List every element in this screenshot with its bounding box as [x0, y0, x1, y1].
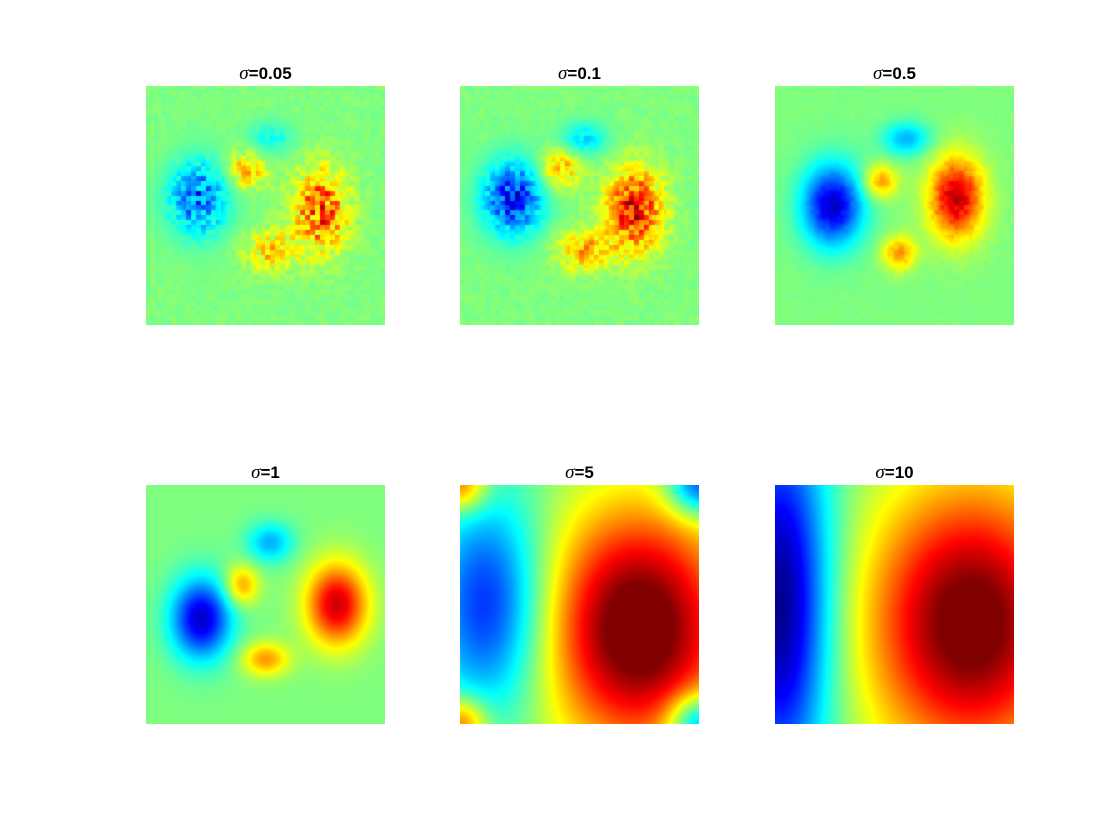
heatmap-image [460, 86, 699, 325]
sigma-symbol: σ [875, 462, 885, 483]
subplot-title: σ=0.5 [775, 62, 1014, 86]
sigma-value: =10 [884, 463, 914, 482]
sigma-value: =1 [260, 463, 280, 482]
sigma-symbol: σ [558, 63, 568, 84]
subplot-title: σ=0.05 [146, 62, 385, 86]
heatmap-image [146, 86, 385, 325]
sigma-value: =0.05 [248, 64, 292, 83]
heatmap-image [775, 485, 1014, 724]
sigma-value: =0.1 [567, 64, 601, 83]
heatmap-image [146, 485, 385, 724]
sigma-value: =5 [574, 463, 594, 482]
subplot-title: σ=10 [775, 461, 1014, 485]
heatmap-image [775, 86, 1014, 325]
sigma-value: =0.5 [882, 64, 916, 83]
sigma-symbol: σ [565, 462, 575, 483]
sigma-symbol: σ [239, 63, 249, 84]
subplot-title: σ=1 [146, 461, 385, 485]
heatmap-image [460, 485, 699, 724]
sigma-symbol: σ [873, 63, 883, 84]
subplot-title: σ=0.1 [460, 62, 699, 86]
sigma-symbol: σ [251, 462, 261, 483]
subplot-title: σ=5 [460, 461, 699, 485]
